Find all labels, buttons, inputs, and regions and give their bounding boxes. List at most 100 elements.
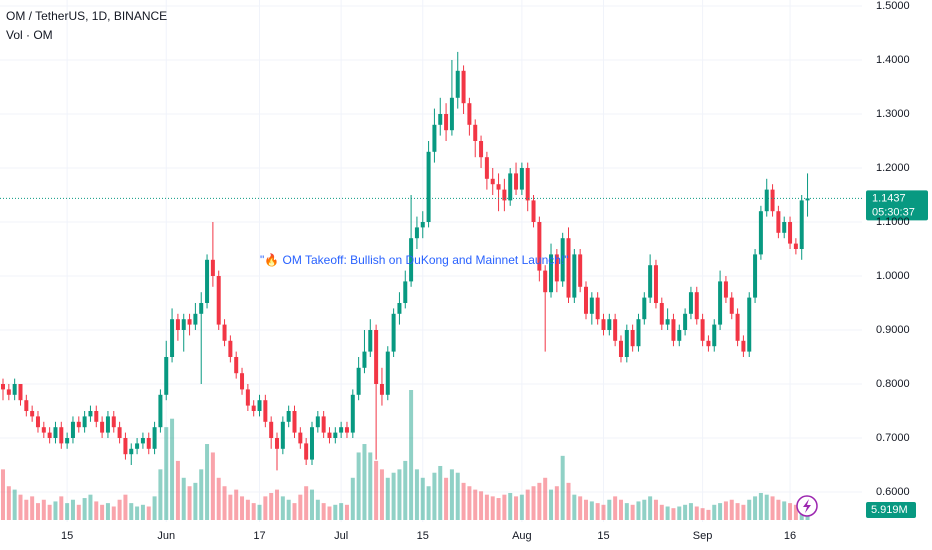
volume-bar: [502, 494, 507, 520]
volume-bar: [385, 477, 390, 520]
volume-bar: [449, 469, 454, 520]
candle-body: [251, 405, 256, 411]
volume-bar: [566, 482, 571, 520]
y-tick-label: 0.7000: [876, 432, 910, 444]
volume-legend: Vol · OM: [6, 28, 53, 42]
candle-body: [461, 70, 466, 104]
volume-bar: [245, 499, 250, 520]
candle-body: [502, 189, 507, 201]
volume-bar: [350, 477, 355, 520]
volume-bar: [403, 460, 408, 520]
candle-body: [788, 222, 793, 244]
volume-bar: [432, 472, 437, 520]
x-tick-label: Sep: [693, 530, 713, 542]
volume-bar: [47, 504, 52, 520]
volume-bar: [210, 452, 215, 520]
candle-body: [642, 297, 647, 320]
y-tick-label: 1.2000: [876, 162, 910, 174]
volume-bar: [100, 504, 105, 520]
volume-bar: [374, 460, 379, 520]
volume-bar: [105, 503, 110, 520]
candle-body: [111, 416, 116, 428]
candles: [1, 51, 810, 471]
volume-bar: [653, 499, 658, 520]
volume-bar: [117, 499, 122, 520]
candle-body: [175, 319, 180, 330]
candle-body: [700, 319, 705, 341]
candle-body: [432, 124, 437, 152]
candle-body: [677, 330, 682, 341]
volume-bar: [65, 503, 70, 520]
candle-body: [537, 222, 542, 271]
volume-bar: [537, 482, 542, 520]
volume-bar: [339, 503, 344, 520]
y-tick-label: 1.3000: [876, 108, 910, 120]
candle-body: [484, 157, 489, 179]
volume-bar: [170, 418, 175, 520]
candle-body: [70, 421, 75, 438]
candle-body: [764, 189, 769, 212]
candle-body: [391, 313, 396, 352]
candle-body: [292, 411, 297, 433]
volume-bar: [543, 477, 548, 520]
candle-body: [438, 114, 443, 125]
candle-body: [304, 443, 309, 460]
candle-body: [205, 259, 210, 303]
candle-body: [385, 351, 390, 395]
candle-body: [309, 427, 314, 460]
candle-body: [374, 330, 379, 384]
candle-body: [129, 448, 134, 455]
candle-body: [549, 254, 554, 293]
volume-bar: [595, 503, 600, 520]
y-tick-label: 1.5000: [876, 0, 910, 12]
candle-body: [263, 400, 268, 422]
volume-bar: [88, 494, 93, 520]
candle-body: [152, 427, 157, 449]
lightning-icon[interactable]: [796, 495, 818, 517]
candle-body: [531, 200, 536, 222]
volume-bar: [490, 496, 495, 520]
candle-body: [554, 254, 559, 282]
candle-body: [455, 70, 460, 98]
candle-body: [525, 168, 530, 201]
candle-body: [350, 394, 355, 433]
annotation[interactable]: "🔥 OM Takeoff: Bullish on DuKong and Mai…: [260, 253, 569, 267]
candle-body: [82, 416, 87, 428]
candle-body: [30, 411, 35, 417]
volume-bar: [473, 489, 478, 520]
volume-bar: [560, 455, 565, 520]
candle-body: [613, 319, 618, 341]
volume-bar: [572, 494, 577, 520]
candle-body: [770, 189, 775, 212]
candle-body: [53, 427, 58, 438]
volume-bar: [216, 477, 221, 520]
volume-bar: [420, 477, 425, 520]
candle-body: [560, 238, 565, 282]
volume-bar: [496, 498, 501, 520]
candle-body: [245, 389, 250, 406]
candle-body: [362, 351, 367, 368]
volume-bar: [35, 503, 40, 520]
candle-body: [280, 421, 285, 449]
candle-body: [473, 124, 478, 141]
volume-bar: [193, 482, 198, 520]
volume-bar: [140, 504, 145, 520]
volume-bar: [677, 506, 682, 520]
volume-bar: [129, 503, 134, 520]
candle-body: [543, 270, 548, 293]
volume-bar: [723, 501, 728, 520]
candle-body: [170, 319, 175, 357]
x-tick-label: Jul: [334, 530, 348, 542]
volume-bar: [735, 503, 740, 520]
volume-bar: [53, 501, 58, 520]
candle-body: [665, 319, 670, 325]
volume-bar: [286, 499, 291, 520]
volume-bar: [607, 499, 612, 520]
candle-body: [356, 367, 361, 395]
volume-tag: [866, 502, 916, 519]
volume-bar: [712, 504, 717, 520]
candle-body: [741, 340, 746, 352]
candle-body: [339, 427, 344, 433]
candle-body: [298, 432, 303, 444]
